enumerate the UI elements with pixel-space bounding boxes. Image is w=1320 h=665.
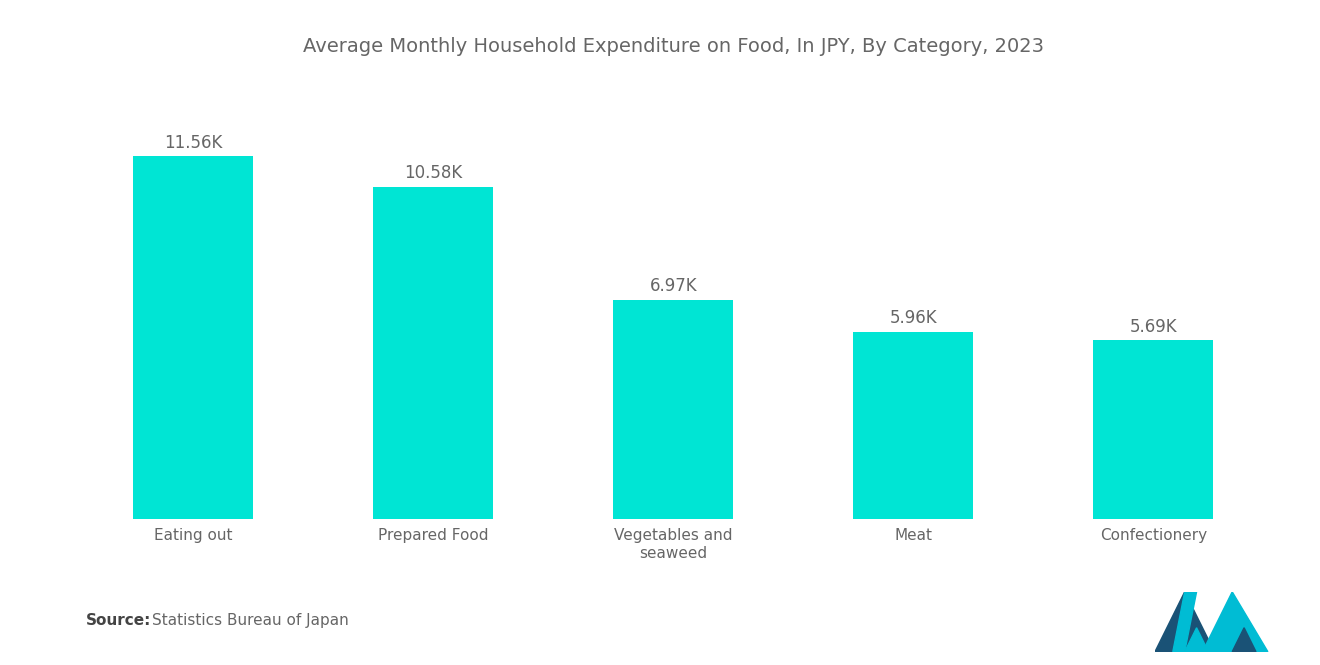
- Polygon shape: [1155, 592, 1214, 652]
- Polygon shape: [1233, 628, 1257, 652]
- Bar: [614, 300, 733, 519]
- Bar: [853, 332, 973, 519]
- Polygon shape: [1172, 592, 1196, 652]
- Bar: [374, 187, 494, 519]
- Bar: [1093, 340, 1213, 519]
- Bar: [133, 156, 253, 519]
- Text: Source:: Source:: [86, 613, 152, 628]
- Polygon shape: [1203, 592, 1267, 652]
- Text: 11.56K: 11.56K: [164, 134, 222, 152]
- Text: 5.69K: 5.69K: [1130, 318, 1177, 336]
- Text: 10.58K: 10.58K: [404, 164, 462, 182]
- Text: 5.96K: 5.96K: [890, 309, 937, 327]
- Title: Average Monthly Household Expenditure on Food, In JPY, By Category, 2023: Average Monthly Household Expenditure on…: [302, 37, 1044, 56]
- Text: Statistics Bureau of Japan: Statistics Bureau of Japan: [152, 613, 348, 628]
- Polygon shape: [1185, 628, 1209, 652]
- Text: 6.97K: 6.97K: [649, 277, 697, 295]
